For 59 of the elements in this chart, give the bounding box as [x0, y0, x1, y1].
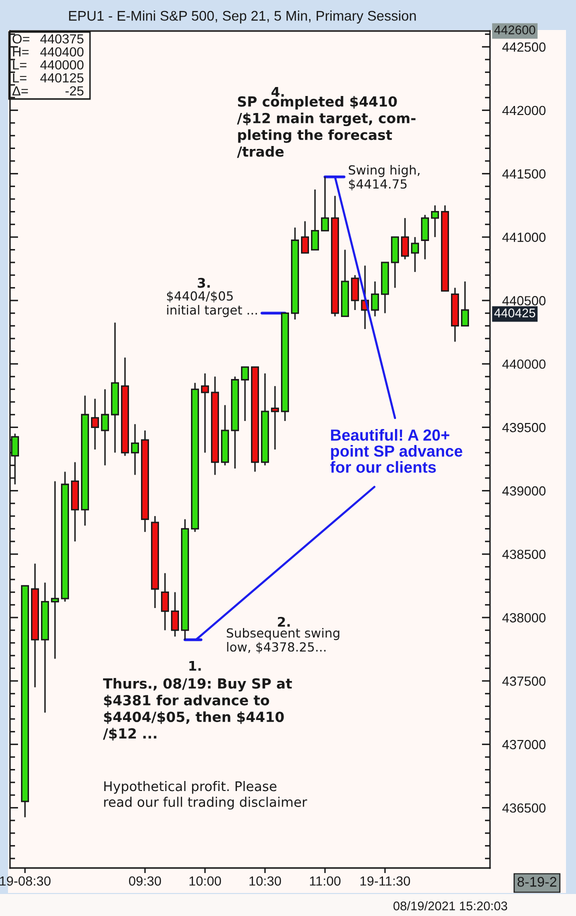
- y-tick-label: 441000: [502, 232, 546, 242]
- y-tick-label: 438000: [502, 613, 546, 622]
- candlestick: [351, 274, 359, 311]
- y-tick-label: 437500: [502, 676, 546, 686]
- annotation: SP completed $4410 /$12 main target, com- pleting the forecast /trade: [237, 96, 416, 158]
- y-tick-label: 440000: [502, 359, 546, 369]
- y-tick-label: 439000: [502, 486, 546, 496]
- candlestick: [271, 385, 279, 450]
- x-tick-label: 09:30: [129, 876, 161, 886]
- candlestick: [311, 188, 319, 250]
- candlestick: [101, 388, 109, 466]
- annotation: Thurs., 08/19: Buy SP at $4381 for advance to $4404/$05, then $4410 /$12 ...: [103, 678, 292, 741]
- annotation: 4.: [272, 87, 284, 97]
- x-tick-label: 10:00: [190, 876, 221, 886]
- chart-title: EPU1 - E-Mini S&P 500, Sep 21, 5 Min, Primary Session: [69, 10, 416, 24]
- y-tick-label: 436500: [502, 803, 546, 813]
- annotation: L= 440125: [13, 73, 84, 83]
- x-tick-label: 19-08:30: [0, 876, 51, 886]
- annotation: H= 440400: [13, 47, 84, 57]
- annotation: Swing high, $4414.75: [348, 165, 420, 190]
- x-tick-label: 10:30: [250, 876, 281, 886]
- annotation: Subsequent swing low, $4378.25...: [226, 628, 340, 654]
- candlestick: [321, 176, 329, 232]
- x-tick-label: 19-11:30: [360, 876, 410, 886]
- candlestick: [91, 398, 99, 450]
- candlestick: [411, 236, 419, 273]
- text: 442600: [494, 26, 536, 34]
- y-tick-label: 440500: [502, 296, 546, 306]
- text: 08/19/2021 15:20:03: [393, 901, 508, 910]
- candlestick: [241, 366, 249, 422]
- candlestick: [171, 591, 179, 638]
- annotation: Hypothetical profit. Please read our full trading disclaimer: [104, 781, 308, 810]
- annotation: L= 440000: [13, 60, 84, 70]
- text: 8-19-2: [518, 876, 556, 887]
- annotation: 2.: [278, 616, 290, 627]
- annotation: 3.: [198, 278, 210, 288]
- candlestick: [131, 423, 139, 476]
- candlestick: [371, 280, 379, 318]
- x-tick-label: 11:00: [310, 876, 341, 886]
- candlestick: [301, 220, 309, 254]
- y-tick-label: 437000: [502, 740, 546, 750]
- candlestick: [431, 204, 439, 238]
- candlestick: [201, 372, 209, 454]
- annotation: O= 440375: [12, 34, 84, 44]
- text: 440425: [494, 308, 536, 318]
- candlestick: [401, 217, 409, 260]
- y-tick-label: 439500: [502, 422, 546, 432]
- y-tick-label: 438500: [502, 550, 546, 560]
- text: Δ= -25: [12, 86, 84, 96]
- candlestick: [421, 214, 429, 260]
- y-tick-label: 442000: [502, 106, 546, 116]
- candlestick: [51, 480, 59, 660]
- candlestick: [161, 572, 169, 631]
- annotation: Beautiful! A 20+ point SP advance for our clients: [330, 429, 462, 473]
- annotation: $4404/$05 initial target ...: [167, 291, 257, 318]
- y-tick-label: 442500: [502, 42, 546, 52]
- y-tick-label: 441500: [502, 169, 546, 179]
- candlestick: [461, 280, 469, 327]
- annotation: 1.: [189, 661, 201, 671]
